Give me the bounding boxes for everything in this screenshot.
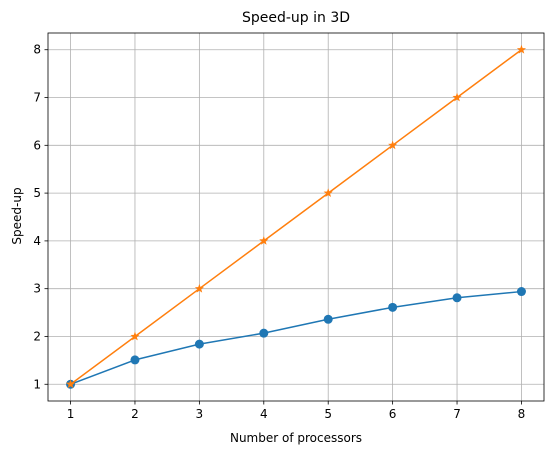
x-tick-label: 2 <box>131 407 139 421</box>
plot-frame <box>47 32 545 402</box>
y-tick-label: 6 <box>33 138 41 152</box>
axes: 1 2 3 4 5 6 7 8 1 2 3 4 5 6 7 8 <box>33 32 545 421</box>
data-point <box>259 236 269 245</box>
y-tick-label: 5 <box>33 186 41 200</box>
y-axis-label: Speed-up <box>10 187 24 244</box>
chart-title: Speed-up in 3D <box>242 10 350 26</box>
data-point <box>516 44 527 54</box>
y-tick-label: 8 <box>33 43 41 57</box>
x-tick-label: 6 <box>389 407 397 421</box>
series-1 <box>66 287 526 389</box>
data-point <box>194 339 204 349</box>
series-2 <box>65 44 527 389</box>
data-point <box>452 293 462 303</box>
series-layer <box>65 44 527 389</box>
y-tick-label: 7 <box>33 91 41 105</box>
x-tick-label: 8 <box>518 407 526 421</box>
data-point <box>194 283 204 293</box>
x-axis-label: Number of processors <box>230 431 362 445</box>
data-point <box>516 287 526 297</box>
data-point <box>452 92 462 102</box>
x-tick-label: 1 <box>67 407 75 421</box>
y-tick-label: 4 <box>33 234 41 248</box>
data-point <box>388 140 398 150</box>
data-point <box>323 188 333 197</box>
y-tick-label: 3 <box>33 282 41 296</box>
x-tick-label: 4 <box>260 407 268 421</box>
data-point <box>65 379 76 389</box>
y-tick-label: 1 <box>33 377 41 391</box>
data-point <box>130 331 140 341</box>
data-point <box>323 314 333 324</box>
data-point <box>388 302 398 312</box>
x-tick-label: 3 <box>196 407 204 421</box>
data-point <box>130 355 140 365</box>
x-tick-label: 7 <box>453 407 461 421</box>
x-tick-label: 5 <box>324 407 332 421</box>
series-line <box>70 49 522 385</box>
grid <box>48 33 544 401</box>
series-line <box>70 290 522 385</box>
y-tick-label: 2 <box>33 329 41 343</box>
data-point <box>259 328 269 338</box>
